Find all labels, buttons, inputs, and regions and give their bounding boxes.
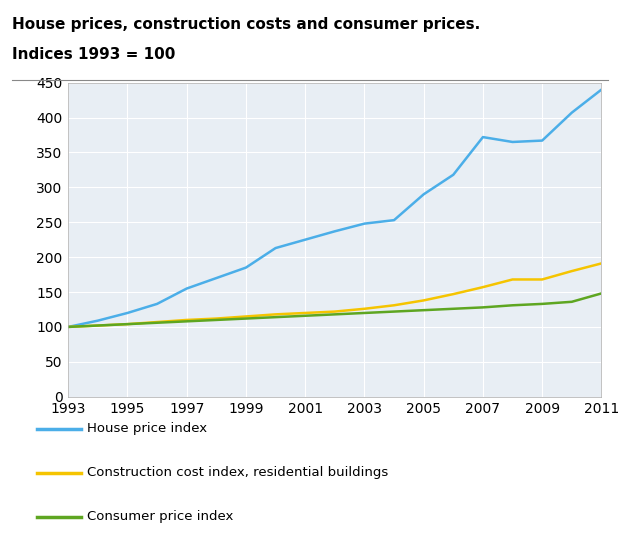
House price index xyxy=(213,275,220,282)
Consumer price index xyxy=(183,318,190,325)
Consumer price index xyxy=(124,321,131,327)
Construction cost index, residential buildings xyxy=(94,322,102,329)
Construction cost index, residential buildings xyxy=(331,308,339,315)
House price index xyxy=(538,137,546,144)
Line: House price index: House price index xyxy=(68,90,601,327)
Text: Construction cost index, residential buildings: Construction cost index, residential bui… xyxy=(87,466,388,479)
House price index xyxy=(183,285,190,292)
Consumer price index xyxy=(94,322,102,329)
House price index xyxy=(124,310,131,316)
Consumer price index xyxy=(391,308,398,315)
House price index xyxy=(94,317,102,324)
Consumer price index xyxy=(479,304,487,311)
Consumer price index xyxy=(538,301,546,307)
House price index xyxy=(420,191,427,198)
Construction cost index, residential buildings xyxy=(361,305,368,312)
House price index xyxy=(272,245,279,251)
Line: Construction cost index, residential buildings: Construction cost index, residential bui… xyxy=(68,263,601,327)
Consumer price index xyxy=(598,290,605,297)
Construction cost index, residential buildings xyxy=(479,284,487,290)
Construction cost index, residential buildings xyxy=(124,321,131,327)
Construction cost index, residential buildings xyxy=(242,313,250,320)
Construction cost index, residential buildings xyxy=(598,260,605,267)
Text: Consumer price index: Consumer price index xyxy=(87,510,233,523)
House price index xyxy=(242,264,250,271)
Text: House prices, construction costs and consumer prices.: House prices, construction costs and con… xyxy=(12,17,480,31)
Consumer price index xyxy=(64,323,72,330)
Consumer price index xyxy=(420,307,427,314)
Text: House price index: House price index xyxy=(87,422,207,435)
Consumer price index xyxy=(153,320,161,326)
House price index xyxy=(361,220,368,227)
Construction cost index, residential buildings xyxy=(391,302,398,309)
House price index xyxy=(450,171,457,178)
Construction cost index, residential buildings xyxy=(509,276,516,283)
Construction cost index, residential buildings xyxy=(450,291,457,298)
House price index xyxy=(509,139,516,145)
Construction cost index, residential buildings xyxy=(301,310,309,316)
Consumer price index xyxy=(331,311,339,318)
Consumer price index xyxy=(242,315,250,322)
Consumer price index xyxy=(272,314,279,321)
Text: Indices 1993 = 100: Indices 1993 = 100 xyxy=(12,47,176,62)
Consumer price index xyxy=(213,317,220,323)
Consumer price index xyxy=(301,312,309,319)
House price index xyxy=(391,217,398,224)
House price index xyxy=(479,134,487,141)
Consumer price index xyxy=(509,302,516,309)
Construction cost index, residential buildings xyxy=(213,315,220,322)
Consumer price index xyxy=(568,299,575,305)
Construction cost index, residential buildings xyxy=(272,311,279,318)
Line: Consumer price index: Consumer price index xyxy=(68,294,601,327)
House price index xyxy=(331,228,339,235)
Construction cost index, residential buildings xyxy=(153,318,161,325)
House price index xyxy=(568,109,575,116)
Construction cost index, residential buildings xyxy=(420,297,427,304)
Construction cost index, residential buildings xyxy=(183,317,190,323)
Construction cost index, residential buildings xyxy=(568,268,575,274)
Consumer price index xyxy=(450,305,457,312)
House price index xyxy=(64,323,72,330)
Construction cost index, residential buildings xyxy=(64,323,72,330)
Construction cost index, residential buildings xyxy=(538,276,546,283)
House price index xyxy=(153,301,161,307)
House price index xyxy=(598,87,605,93)
House price index xyxy=(301,236,309,243)
Consumer price index xyxy=(361,310,368,316)
